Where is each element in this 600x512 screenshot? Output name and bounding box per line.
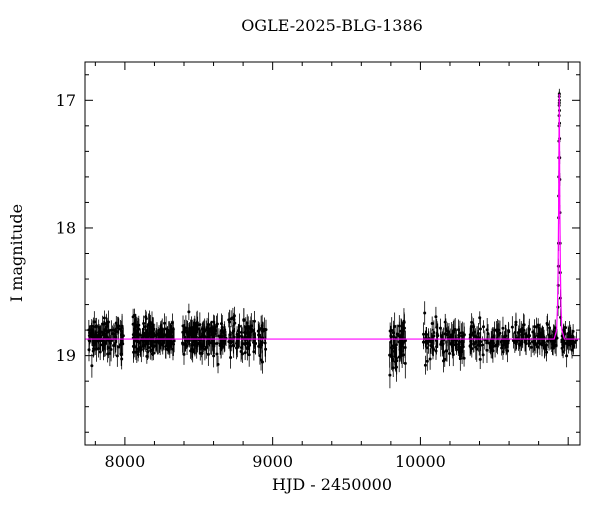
svg-text:18: 18: [56, 218, 76, 237]
data-points-layer: [87, 88, 578, 389]
svg-text:9000: 9000: [252, 452, 293, 471]
svg-text:19: 19: [56, 346, 76, 365]
x-axis-label: HJD - 2450000: [272, 475, 392, 494]
axes-layer: 8000 9000 10000 17 18 19: [56, 61, 581, 471]
plot-title: OGLE-2025-BLG-1386: [241, 16, 423, 35]
svg-text:8000: 8000: [105, 452, 146, 471]
svg-text:10000: 10000: [395, 452, 446, 471]
model-curve-layer: [85, 93, 580, 340]
svg-text:17: 17: [56, 91, 76, 110]
y-axis-label: I magnitude: [7, 204, 26, 302]
